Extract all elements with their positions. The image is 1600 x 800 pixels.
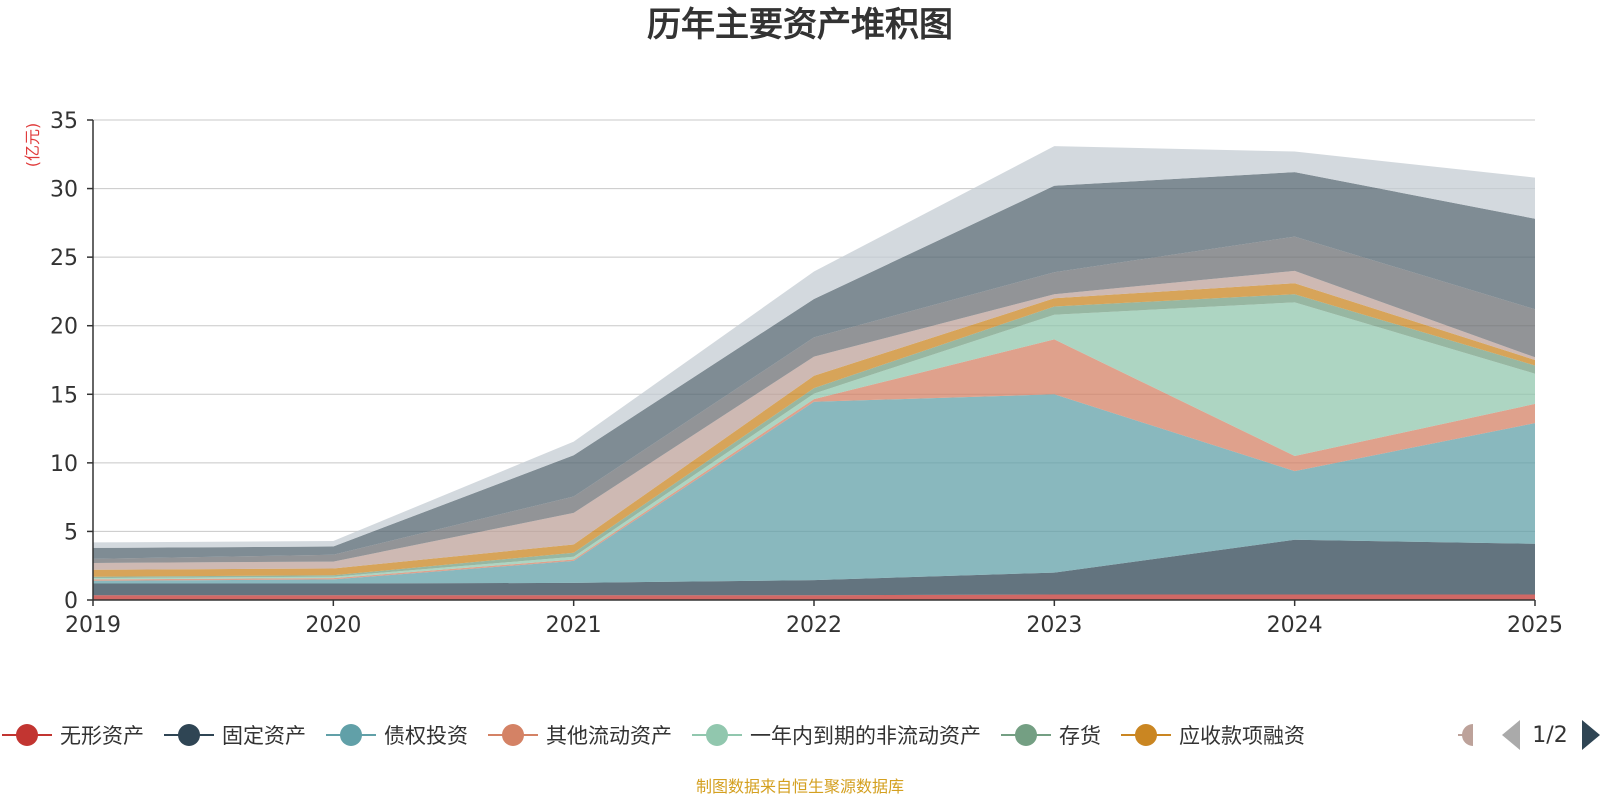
axes (87, 119, 1536, 606)
legend-pager: 1/2 (1502, 720, 1600, 750)
legend-page-indicator: 1/2 (1532, 723, 1567, 748)
y-tick-label: 15 (50, 383, 78, 408)
x-tick-label: 2023 (1026, 613, 1082, 638)
legend-marker-icon (706, 724, 728, 746)
legend-label: 应收款项融资 (1179, 724, 1305, 748)
x-tick-label: 2021 (546, 613, 602, 638)
y-axis-tick-labels: 0 5 10 15 20 25 30 35 (50, 109, 78, 614)
area-series[interactable] (93, 172, 1535, 559)
x-tick-label: 2024 (1267, 613, 1323, 638)
legend-marker-icon (1135, 724, 1157, 746)
legend-label: 债权投资 (384, 724, 468, 748)
y-tick-label: 20 (50, 315, 78, 340)
chart-title: 历年主要资产堆积图 (647, 5, 953, 45)
legend-marker-icon (502, 724, 524, 746)
legend: 无形资产 固定资产 债权投资 其他流动资产 一年内到期的非流动资产 存货 应收款项融资 (2, 724, 1473, 748)
legend-item[interactable]: 其他流动资产 (488, 724, 672, 748)
area-series[interactable] (93, 302, 1535, 580)
legend-marker-icon (340, 724, 362, 746)
legend-marker-icon (178, 724, 200, 746)
area-series[interactable] (93, 236, 1535, 563)
legend-prev-page-icon[interactable] (1502, 720, 1520, 750)
y-tick-label: 0 (64, 589, 78, 614)
legend-label: 存货 (1059, 724, 1101, 748)
legend-label: 无形资产 (60, 724, 144, 748)
y-axis-unit-label: (亿元) (23, 123, 42, 168)
legend-item[interactable]: 固定资产 (164, 724, 306, 748)
legend-label: 一年内到期的非流动资产 (750, 724, 981, 748)
legend-item[interactable]: 债权投资 (326, 724, 468, 748)
legend-marker-icon (1015, 724, 1037, 746)
legend-marker-icon (16, 724, 38, 746)
y-tick-label: 30 (50, 178, 78, 203)
legend-item[interactable]: 一年内到期的非流动资产 (692, 724, 981, 748)
legend-item[interactable]: 应收款项融资 (1121, 724, 1305, 748)
area-series[interactable] (93, 339, 1535, 581)
x-axis-tick-labels: 2019 2020 2021 2022 2023 2024 2025 (65, 613, 1563, 638)
legend-label: 其他流动资产 (546, 724, 672, 748)
series-areas (93, 146, 1535, 600)
area-series[interactable] (93, 539, 1535, 596)
area-series[interactable] (93, 594, 1535, 601)
x-tick-label: 2022 (786, 613, 842, 638)
y-tick-label: 5 (64, 520, 78, 545)
legend-item[interactable]: 存货 (1001, 724, 1101, 748)
x-tick-label: 2025 (1507, 613, 1563, 638)
x-tick-label: 2020 (305, 613, 361, 638)
legend-next-page-icon[interactable] (1582, 720, 1600, 750)
y-tick-label: 25 (50, 246, 78, 271)
area-series[interactable] (93, 146, 1535, 548)
x-tick-label: 2019 (65, 613, 121, 638)
y-tick-label: 10 (50, 452, 78, 477)
legend-item-partial[interactable] (1458, 724, 1473, 746)
y-tick-label: 35 (50, 109, 78, 134)
legend-item[interactable]: 无形资产 (2, 724, 144, 748)
legend-marker-icon (1462, 724, 1473, 746)
area-series[interactable] (93, 394, 1535, 584)
data-source-note: 制图数据来自恒生聚源数据库 (696, 777, 904, 796)
legend-label: 固定资产 (222, 724, 306, 748)
